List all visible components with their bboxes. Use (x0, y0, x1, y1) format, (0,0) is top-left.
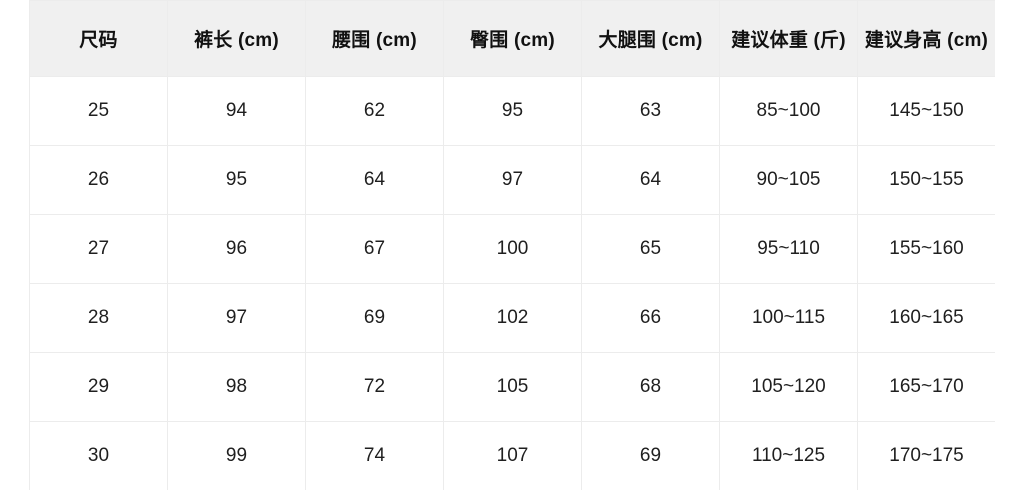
table-row: 25 94 62 95 63 85~100 145~150 (29, 76, 995, 146)
cell-suggested-height: 145~150 (857, 76, 995, 146)
table-header: 尺码 裤长 (cm) 腰围 (cm) 臀围 (cm) 大腿围 (cm) 建议体重… (29, 0, 995, 77)
table-row: 30 99 74 107 69 110~125 170~175 (29, 421, 995, 490)
cell-suggested-weight: 90~105 (719, 145, 858, 215)
cell-suggested-weight: 105~120 (719, 352, 858, 422)
cell-pant-length: 98 (167, 352, 306, 422)
cell-thigh: 65 (581, 214, 720, 284)
cell-waist: 64 (305, 145, 444, 215)
cell-hip: 95 (443, 76, 582, 146)
table-row: 27 96 67 100 65 95~110 155~160 (29, 214, 995, 284)
size-chart-table: 尺码 裤长 (cm) 腰围 (cm) 臀围 (cm) 大腿围 (cm) 建议体重… (29, 0, 995, 490)
cell-thigh: 66 (581, 283, 720, 353)
size-chart-container: 尺码 裤长 (cm) 腰围 (cm) 臀围 (cm) 大腿围 (cm) 建议体重… (29, 0, 995, 490)
cell-hip: 105 (443, 352, 582, 422)
cell-suggested-height: 165~170 (857, 352, 995, 422)
cell-waist: 72 (305, 352, 444, 422)
table-header-row: 尺码 裤长 (cm) 腰围 (cm) 臀围 (cm) 大腿围 (cm) 建议体重… (29, 0, 995, 77)
cell-suggested-weight: 100~115 (719, 283, 858, 353)
cell-suggested-weight: 110~125 (719, 421, 858, 490)
cell-pant-length: 97 (167, 283, 306, 353)
cell-thigh: 69 (581, 421, 720, 490)
cell-pant-length: 94 (167, 76, 306, 146)
cell-hip: 100 (443, 214, 582, 284)
cell-waist: 67 (305, 214, 444, 284)
column-header-thigh: 大腿围 (cm) (581, 0, 720, 77)
cell-suggested-height: 170~175 (857, 421, 995, 490)
cell-suggested-height: 150~155 (857, 145, 995, 215)
cell-waist: 74 (305, 421, 444, 490)
cell-thigh: 63 (581, 76, 720, 146)
cell-suggested-height: 160~165 (857, 283, 995, 353)
cell-size: 28 (29, 283, 168, 353)
cell-thigh: 64 (581, 145, 720, 215)
cell-size: 26 (29, 145, 168, 215)
column-header-suggested-height: 建议身高 (cm) (857, 0, 995, 77)
cell-size: 25 (29, 76, 168, 146)
cell-waist: 69 (305, 283, 444, 353)
table-body: 25 94 62 95 63 85~100 145~150 26 95 64 9… (29, 76, 995, 490)
cell-pant-length: 95 (167, 145, 306, 215)
cell-hip: 107 (443, 421, 582, 490)
cell-thigh: 68 (581, 352, 720, 422)
column-header-pant-length: 裤长 (cm) (167, 0, 306, 77)
cell-suggested-weight: 95~110 (719, 214, 858, 284)
table-row: 28 97 69 102 66 100~115 160~165 (29, 283, 995, 353)
table-row: 29 98 72 105 68 105~120 165~170 (29, 352, 995, 422)
cell-suggested-weight: 85~100 (719, 76, 858, 146)
cell-size: 29 (29, 352, 168, 422)
cell-hip: 97 (443, 145, 582, 215)
column-header-waist: 腰围 (cm) (305, 0, 444, 77)
column-header-size: 尺码 (29, 0, 168, 77)
cell-size: 27 (29, 214, 168, 284)
cell-size: 30 (29, 421, 168, 490)
cell-suggested-height: 155~160 (857, 214, 995, 284)
table-row: 26 95 64 97 64 90~105 150~155 (29, 145, 995, 215)
cell-pant-length: 96 (167, 214, 306, 284)
cell-hip: 102 (443, 283, 582, 353)
cell-waist: 62 (305, 76, 444, 146)
column-header-suggested-weight: 建议体重 (斤) (719, 0, 858, 77)
cell-pant-length: 99 (167, 421, 306, 490)
column-header-hip: 臀围 (cm) (443, 0, 582, 77)
